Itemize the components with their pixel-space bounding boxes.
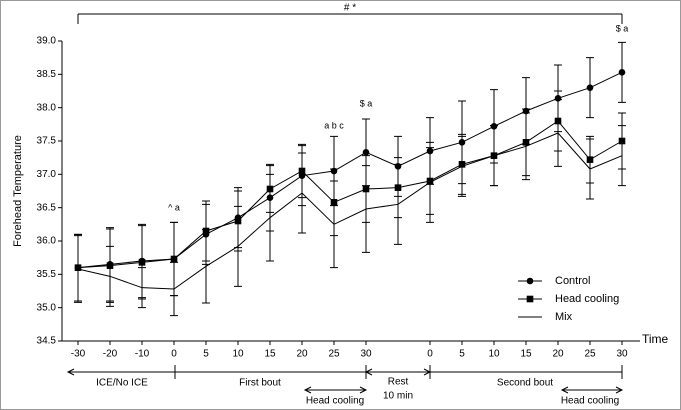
annotation: ^ a bbox=[168, 203, 180, 213]
series-line bbox=[77, 120, 623, 269]
x-tick-label: 5 bbox=[459, 349, 465, 360]
y-tick-label: 38.0 bbox=[37, 102, 57, 113]
x-tick-label: -30 bbox=[71, 349, 86, 360]
y-tick-label: 36.0 bbox=[37, 236, 57, 247]
annotation: $ a bbox=[360, 99, 373, 109]
x-tick-label: 5 bbox=[203, 349, 209, 360]
marker bbox=[170, 255, 178, 263]
phase-label: First bout bbox=[239, 378, 281, 389]
legend-marker bbox=[526, 277, 534, 285]
x-tick-label: 0 bbox=[427, 349, 433, 360]
series-line bbox=[77, 132, 623, 290]
annotation: $ a bbox=[616, 23, 629, 33]
y-tick-label: 36.5 bbox=[37, 202, 57, 213]
phase-label: ICE/No ICE bbox=[96, 378, 148, 389]
x-tick-label: 10 bbox=[232, 349, 244, 360]
phase-label: Rest bbox=[388, 377, 409, 388]
phase-label: Second bout bbox=[497, 378, 553, 389]
y-tick-label: 37.5 bbox=[37, 136, 57, 147]
y-tick-label: 35.5 bbox=[37, 269, 57, 280]
y-tick-label: 37.0 bbox=[37, 169, 57, 180]
x-tick-label: 15 bbox=[264, 349, 276, 360]
legend-label: Head cooling bbox=[555, 293, 619, 305]
phase-label: 10 min bbox=[383, 391, 413, 402]
x-tick-label: 30 bbox=[616, 349, 628, 360]
x-tick-label: -20 bbox=[103, 349, 118, 360]
chart-title: # * bbox=[344, 3, 356, 14]
phase-label: Head cooling bbox=[306, 396, 364, 407]
x-tick-label: 10 bbox=[488, 349, 500, 360]
marker bbox=[362, 149, 370, 156]
x-tick-label: -10 bbox=[135, 349, 150, 360]
x-tick-label: 30 bbox=[360, 349, 372, 360]
phase-arrows bbox=[66, 365, 624, 394]
phase-label: Head cooling bbox=[561, 396, 619, 407]
marker bbox=[586, 84, 594, 91]
legend-label: Control bbox=[555, 275, 590, 287]
legend-label: Mix bbox=[555, 311, 573, 323]
x-tick-label: 15 bbox=[520, 349, 532, 360]
legend-marker bbox=[526, 295, 534, 303]
y-tick-label: 39.0 bbox=[37, 36, 57, 47]
y-tick-label: 34.5 bbox=[37, 336, 57, 347]
annotation: a b c bbox=[324, 121, 344, 131]
x-tick-label: 20 bbox=[552, 349, 564, 360]
x-axis-label: Time bbox=[642, 332, 669, 346]
y-axis-label: Forehead Temperature bbox=[12, 135, 24, 247]
x-tick-label: 25 bbox=[584, 349, 596, 360]
x-tick-label: 0 bbox=[171, 349, 177, 360]
marker bbox=[618, 69, 626, 76]
y-tick-label: 38.5 bbox=[37, 69, 57, 80]
y-tick-label: 35.0 bbox=[37, 302, 57, 313]
x-tick-label: 25 bbox=[328, 349, 340, 360]
x-tick-label: 20 bbox=[296, 349, 308, 360]
marker bbox=[138, 259, 146, 266]
